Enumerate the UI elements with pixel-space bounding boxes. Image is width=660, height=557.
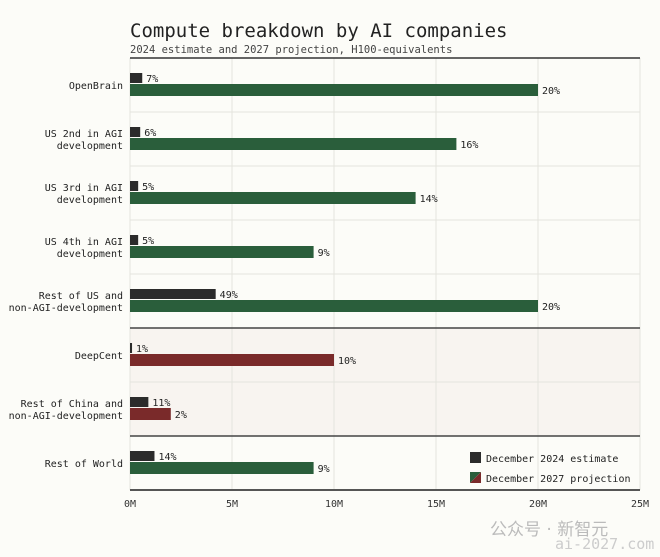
- bar-2024-estimate: [130, 451, 155, 461]
- bar-label-2024: 11%: [152, 398, 170, 409]
- category-label: Rest of China and: [21, 399, 123, 410]
- bar-label-2027: 16%: [460, 140, 478, 151]
- category-label: US 3rd in AGI: [45, 183, 123, 194]
- china-row-background: [130, 382, 640, 436]
- x-tick-label: 5M: [226, 499, 238, 510]
- bar-2027-projection: [130, 408, 171, 420]
- category-label: US 2nd in AGI: [45, 129, 123, 140]
- bar-label-2027: 9%: [318, 464, 330, 475]
- bar-2027-projection: [130, 192, 416, 204]
- category-label: development: [57, 195, 123, 206]
- bar-2024-estimate: [130, 289, 216, 299]
- category-label: development: [57, 141, 123, 152]
- category-label: US 4th in AGI: [45, 237, 123, 248]
- category-label: development: [57, 249, 123, 260]
- bar-label-2024: 5%: [142, 182, 154, 193]
- bar-2024-estimate: [130, 73, 143, 83]
- legend-swatch-projection-china: [470, 472, 481, 483]
- bar-label-2027: 20%: [542, 86, 560, 97]
- legend-swatch-estimate: [470, 452, 481, 463]
- bar-2027-projection: [130, 300, 538, 312]
- bar-label-2027: 2%: [175, 410, 187, 421]
- bar-2024-estimate: [130, 181, 139, 191]
- bar-2027-projection: [130, 354, 334, 366]
- bar-label-2024: 7%: [146, 74, 158, 85]
- bar-2027-projection: [130, 138, 457, 150]
- bar-2024-estimate: [130, 343, 133, 353]
- bar-label-2024: 49%: [220, 290, 238, 301]
- bar-2027-projection: [130, 246, 314, 258]
- bar-label-2024: 6%: [144, 128, 156, 139]
- x-tick-label: 15M: [427, 499, 445, 510]
- bar-2027-projection: [130, 84, 538, 96]
- bar-label-2024: 5%: [142, 236, 154, 247]
- bar-2024-estimate: [130, 127, 141, 137]
- bar-label-2027: 10%: [338, 356, 356, 367]
- chart-title: Compute breakdown by AI companies: [130, 20, 508, 42]
- category-label: Rest of US and: [39, 291, 123, 302]
- category-label: Rest of World: [45, 459, 123, 470]
- bar-label-2024: 14%: [158, 452, 176, 463]
- legend-label-estimate: December 2024 estimate: [486, 454, 618, 465]
- bar-2027-projection: [130, 462, 314, 474]
- watermark-url: ai-2027.com: [555, 535, 655, 553]
- category-label: OpenBrain: [69, 81, 123, 92]
- category-label: DeepCent: [75, 351, 123, 362]
- category-label: non-AGI-development: [9, 303, 123, 314]
- bar-label-2024: 1%: [136, 344, 148, 355]
- x-tick-label: 0M: [124, 499, 136, 510]
- category-label: non-AGI-development: [9, 411, 123, 422]
- x-tick-label: 20M: [529, 499, 547, 510]
- bar-label-2027: 14%: [420, 194, 438, 205]
- bar-2024-estimate: [130, 235, 139, 245]
- x-tick-label: 25M: [631, 499, 649, 510]
- bar-2024-estimate: [130, 397, 149, 407]
- chart-subtitle: 2024 estimate and 2027 projection, H100-…: [130, 44, 453, 56]
- x-tick-label: 10M: [325, 499, 343, 510]
- watermark: 公众号 · 新智元: [490, 520, 609, 540]
- legend-label-projection: December 2027 projection: [486, 474, 631, 485]
- bar-label-2027: 9%: [318, 248, 330, 259]
- bar-label-2027: 20%: [542, 302, 560, 313]
